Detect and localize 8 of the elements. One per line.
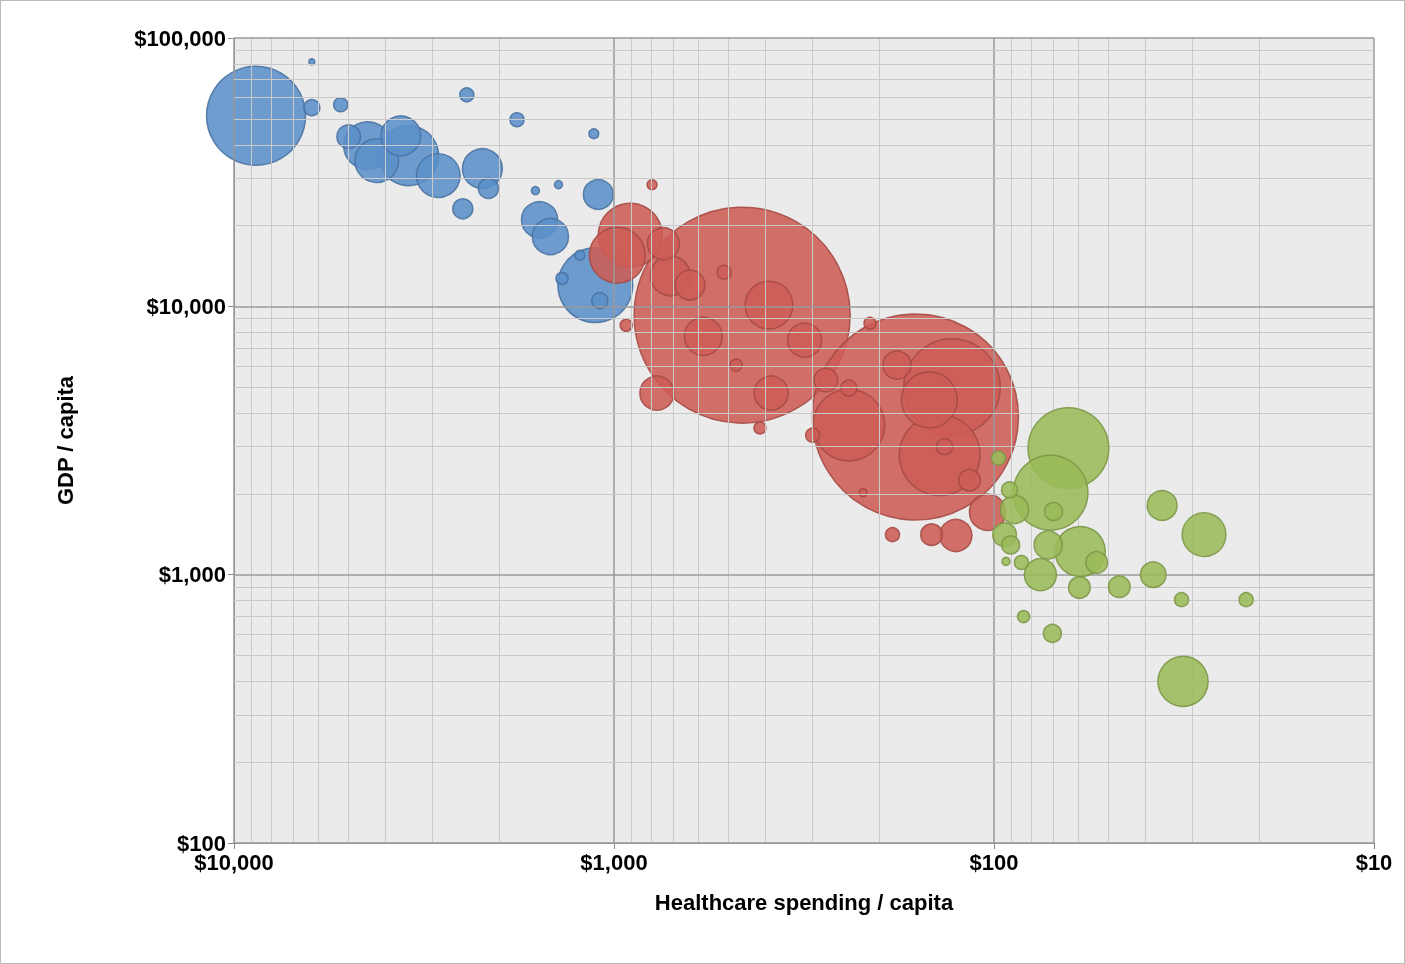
x-tick-label: $1,000 — [580, 849, 648, 875]
x-axis-title: Healthcare spending / capita — [654, 889, 954, 915]
y-tick-label: $1,000 — [158, 562, 226, 588]
y-tick-label: $100,000 — [134, 25, 226, 51]
y-axis-title: GDP / capita — [52, 375, 78, 506]
x-tick-label: $10 — [1355, 849, 1393, 875]
y-tick-label: $10,000 — [146, 293, 226, 319]
x-tick-label: $100 — [969, 849, 1019, 875]
